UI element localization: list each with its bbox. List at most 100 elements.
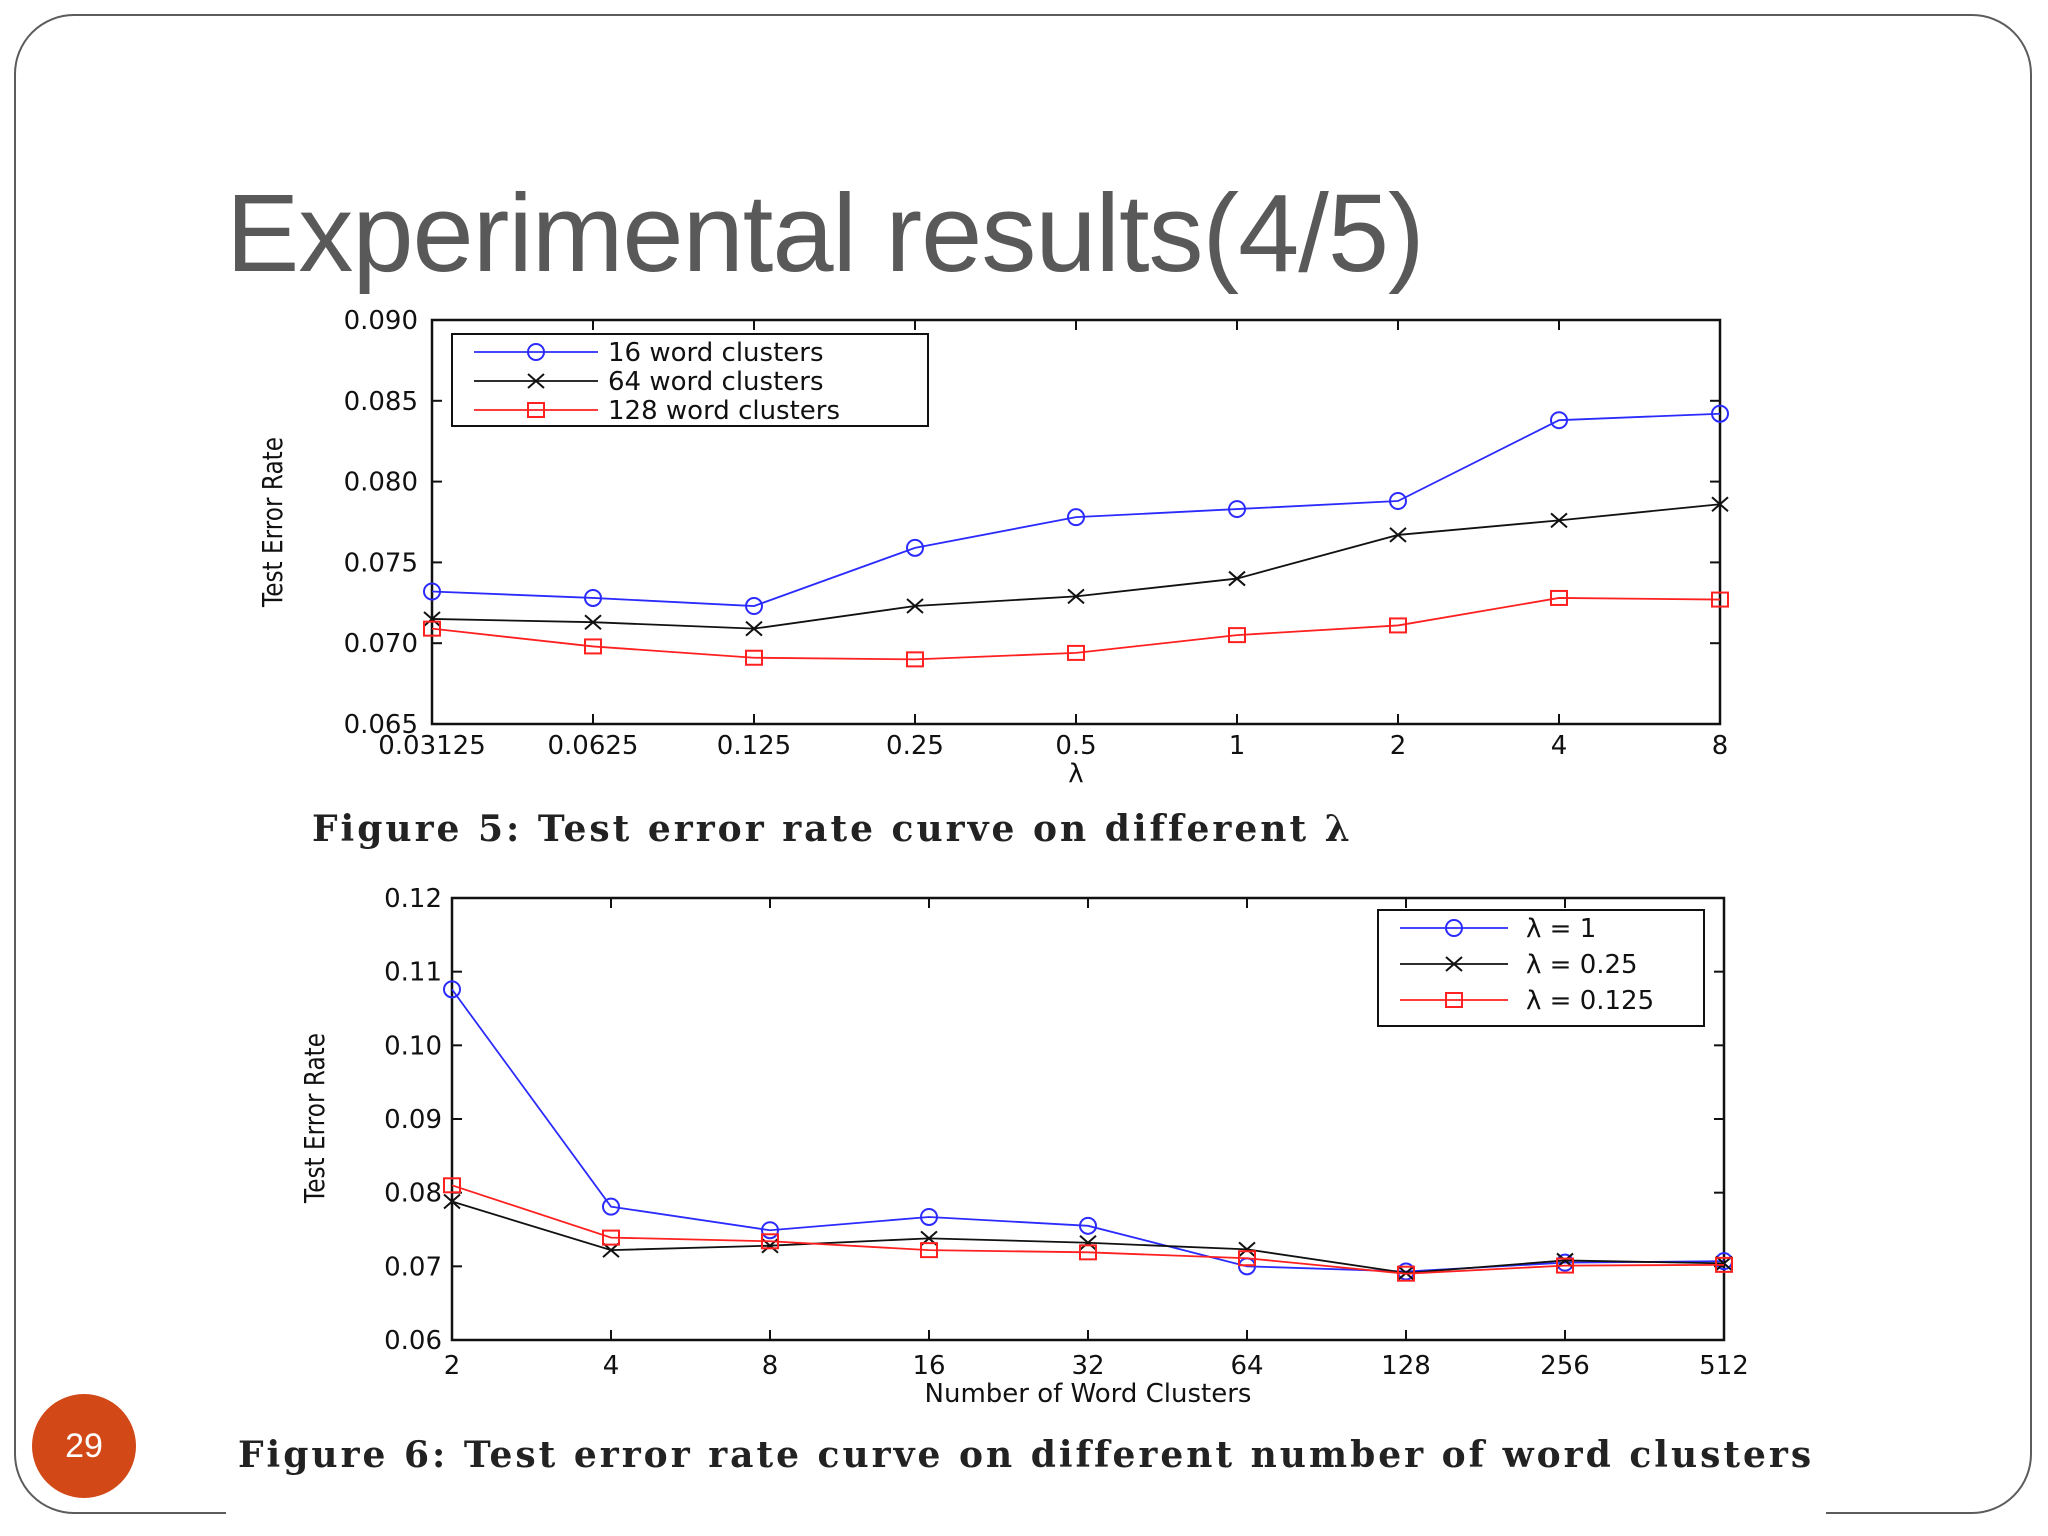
legend-item: λ = 1 (1400, 914, 1596, 944)
data-point (761, 1233, 779, 1250)
series-1 (443, 980, 1733, 1281)
x-tick-label: 2 (1390, 731, 1407, 761)
data-point (1389, 617, 1407, 634)
data-point (423, 582, 441, 601)
data-point (1228, 627, 1246, 644)
legend-label: 128 word clusters (608, 396, 840, 426)
data-point (761, 1221, 779, 1240)
slide-number-badge: 29 (32, 1394, 136, 1498)
data-point (906, 598, 924, 614)
y-tick-label: 0.090 (344, 306, 418, 336)
legend-marker (527, 343, 545, 361)
series-line (451, 988, 1725, 1273)
data-point (1389, 491, 1407, 510)
data-point (1238, 1250, 1256, 1267)
y-axis-title: Test Error Rate (298, 1033, 331, 1204)
x-tick-label: 0.25 (886, 731, 944, 761)
y-tick-label: 0.10 (384, 1031, 442, 1061)
data-point (1711, 496, 1729, 512)
data-point (1389, 527, 1407, 543)
series-line (451, 1184, 1725, 1275)
data-point (906, 651, 924, 668)
legend-label: λ = 0.125 (1526, 986, 1654, 1016)
y-tick-label: 0.070 (344, 629, 418, 659)
y-tick-label: 0.12 (384, 884, 442, 914)
x-tick-label: 0.5 (1055, 731, 1096, 761)
x-tick-label: 4 (1551, 731, 1568, 761)
data-point (423, 611, 441, 627)
data-point (1067, 588, 1085, 605)
data-point (1228, 570, 1246, 587)
legend-label: λ = 0.25 (1526, 950, 1638, 980)
x-axis-title: λ (1068, 759, 1083, 789)
slide-number: 29 (65, 1426, 103, 1465)
data-point (906, 538, 924, 557)
legend-marker (527, 402, 545, 418)
data-point (1550, 512, 1568, 529)
data-point (584, 614, 602, 630)
chart-1: 0.03125 0.0625 0.125 0.25 0.5 1 2 4 8 0.065 0.070 0… (256, 306, 1729, 789)
legend-item: 128 word clusters (474, 396, 840, 426)
legend-item: λ = 0.125 (1400, 986, 1654, 1016)
data-point (423, 620, 441, 637)
data-point (745, 597, 763, 616)
legend-marker (1445, 956, 1463, 972)
data-point (1238, 1241, 1256, 1258)
y-tick-label: 0.07 (384, 1252, 442, 1282)
chart-2: 2 4 8 16 32 64 128 256 512 0.06 0.07 0.08 0.09 0.10 0.… (298, 884, 1749, 1409)
figure-6-caption: Figure 6: Test error rate curve on diffe… (238, 1434, 1815, 1476)
data-point (584, 638, 602, 655)
y-tick-label: 0.06 (384, 1326, 442, 1356)
data-point (1079, 1235, 1097, 1251)
y-tick-label: 0.085 (344, 387, 418, 417)
x-tick-label: 64 (1230, 1351, 1263, 1381)
data-point (1079, 1216, 1097, 1235)
series-16-word-clusters (423, 404, 1729, 616)
data-point (1550, 589, 1568, 606)
data-point (1067, 644, 1085, 661)
y-tick-label: 0.09 (384, 1105, 442, 1135)
series-line (431, 597, 1721, 661)
legend-marker (1445, 992, 1463, 1008)
x-axis-title: Number of Word Clusters (925, 1379, 1252, 1409)
legend-label: 16 word clusters (608, 338, 824, 368)
y-tick-label: 0.080 (344, 468, 418, 498)
legend-label: λ = 1 (1526, 914, 1596, 944)
x-tick-label: 8 (762, 1351, 779, 1381)
x-tick-label: 2 (444, 1351, 461, 1381)
data-point (920, 1207, 938, 1226)
x-tick-label: 0.125 (717, 731, 791, 761)
data-point (443, 980, 461, 999)
data-point (1228, 500, 1246, 519)
frame-gap (226, 1498, 1826, 1536)
x-tick-label: 512 (1699, 1351, 1749, 1381)
x-tick-label: 16 (912, 1351, 945, 1381)
data-point (920, 1242, 938, 1259)
y-tick-label: 0.11 (384, 958, 442, 988)
x-tick-label: 128 (1381, 1351, 1431, 1381)
data-point (443, 1193, 461, 1210)
data-point (1556, 1257, 1574, 1274)
data-point (584, 588, 602, 607)
x-tick-label: 8 (1712, 731, 1729, 761)
slide-title: Experimental results(4/5) (226, 172, 1425, 295)
data-point (1550, 411, 1568, 430)
x-tick-label: 32 (1071, 1351, 1104, 1381)
y-tick-label: 0.065 (344, 710, 418, 740)
data-point (602, 1197, 620, 1216)
series-0-125 (443, 1177, 1733, 1282)
data-point (1711, 404, 1729, 423)
x-tick-label: 0.03125 (378, 731, 486, 761)
x-tick-label: 4 (603, 1351, 620, 1381)
y-tick-label: 0.075 (344, 548, 418, 578)
data-point (1711, 591, 1729, 608)
legend: λ = 1 λ = 0.25 λ = 0.125 (1377, 909, 1705, 1027)
series-128-word-clusters (423, 589, 1729, 668)
figure-5-caption: Figure 5: Test error rate curve on diffe… (312, 808, 1353, 850)
data-point (745, 649, 763, 666)
data-point (1079, 1244, 1097, 1261)
data-point (443, 1177, 461, 1194)
legend-item: λ = 0.25 (1400, 950, 1638, 980)
